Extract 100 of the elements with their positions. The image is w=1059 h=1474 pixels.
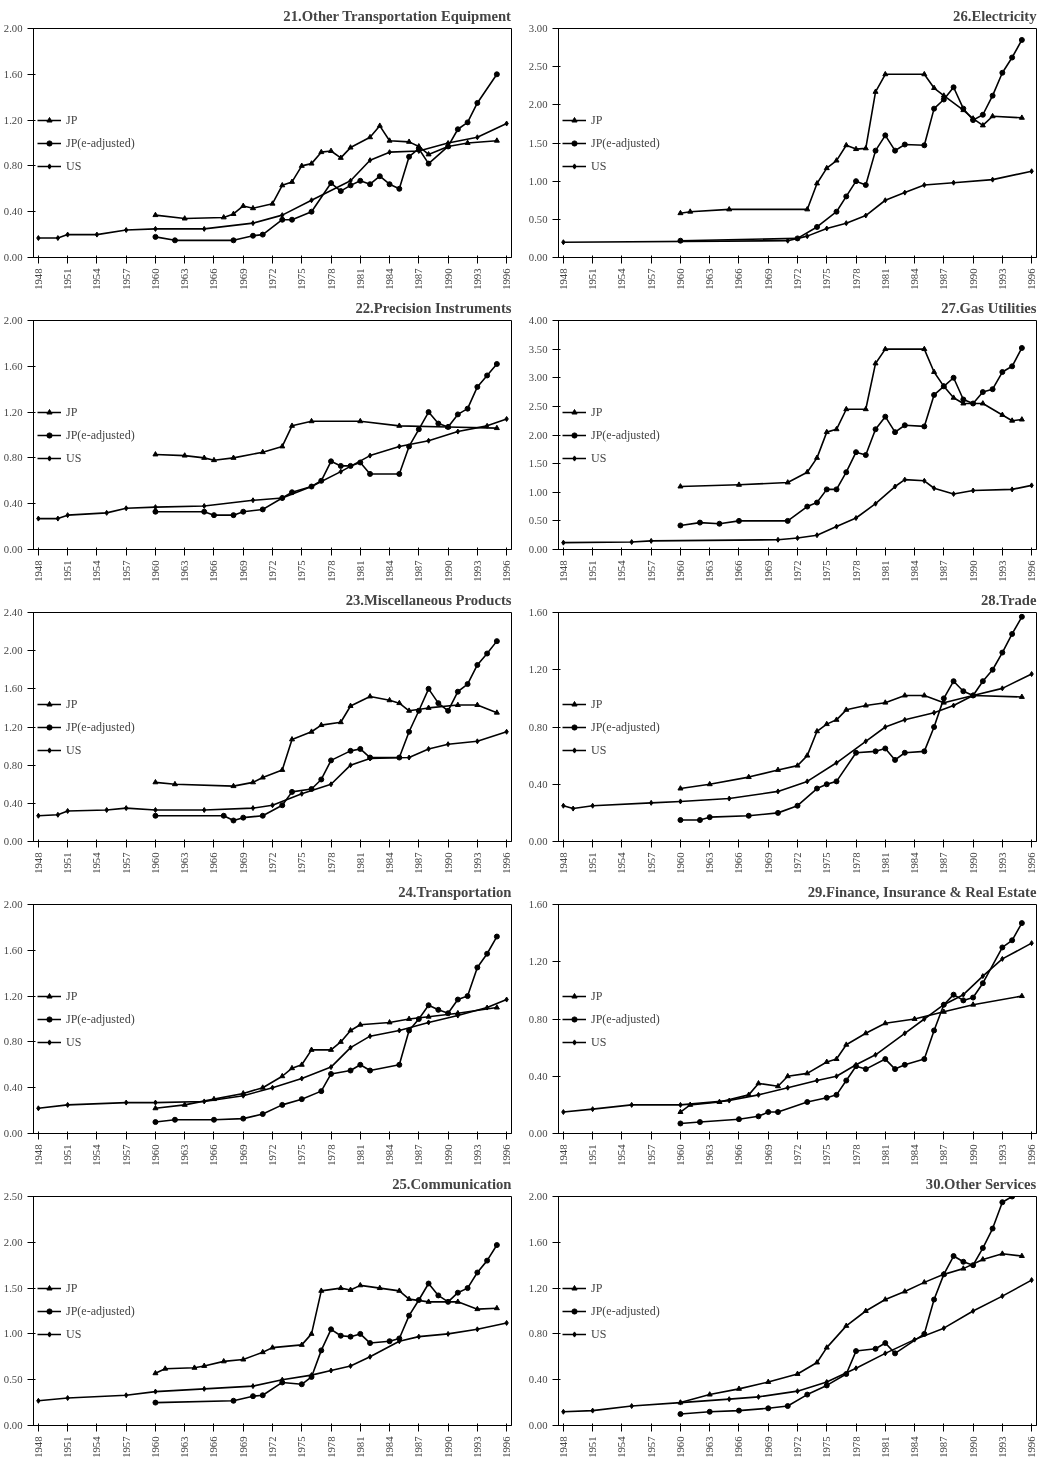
legend-label: US xyxy=(66,158,83,173)
y-tick-label: 1.20 xyxy=(528,664,548,676)
x-tick-label: 1987 xyxy=(413,1435,425,1458)
legend-label: JP(e-adjusted) xyxy=(591,1011,660,1026)
y-tick-label: 1.60 xyxy=(3,68,23,80)
x-tick-label: 1954 xyxy=(91,267,103,290)
chart-title: 27.Gas Utilities xyxy=(941,299,1037,316)
x-tick-label: 1960 xyxy=(674,852,686,874)
x-tick-label: 1996 xyxy=(1026,851,1038,874)
x-tick-label: 1978 xyxy=(850,1436,862,1458)
y-tick-label: 4.00 xyxy=(528,315,548,326)
x-tick-label: 1951 xyxy=(587,1436,599,1458)
legend-label: JP(e-adjusted) xyxy=(66,427,135,442)
x-tick-label: 1993 xyxy=(471,852,483,874)
x-tick-label: 1993 xyxy=(996,1436,1008,1458)
legend-label: JP(e-adjusted) xyxy=(66,135,135,150)
x-tick-label: 1996 xyxy=(1026,559,1038,582)
x-tick-label: 1990 xyxy=(967,1436,979,1458)
x-tick-label: 1981 xyxy=(354,268,366,290)
legend-label: JP xyxy=(591,112,604,127)
y-tick-label: 0.00 xyxy=(528,1420,548,1431)
chart-title: 29.Finance, Insurance & Real Estate xyxy=(807,883,1037,900)
x-tick-label: 1975 xyxy=(296,852,308,874)
x-tick-label: 1954 xyxy=(616,559,628,582)
x-tick-label: 1960 xyxy=(674,560,686,582)
y-tick-label: 2.50 xyxy=(3,1191,23,1202)
x-tick-label: 1951 xyxy=(587,1144,599,1166)
x-tick-label: 1987 xyxy=(938,1435,950,1458)
x-tick-label: 1984 xyxy=(384,1435,396,1458)
x-tick-label: 1966 xyxy=(208,851,220,874)
x-tick-label: 1957 xyxy=(645,559,657,582)
x-tick-label: 1969 xyxy=(237,268,249,290)
x-tick-label: 1963 xyxy=(179,268,191,290)
x-tick-label: 1993 xyxy=(996,560,1008,582)
x-tick-label: 1981 xyxy=(354,1144,366,1166)
x-tick-label: 1954 xyxy=(616,267,628,290)
x-tick-label: 1948 xyxy=(32,852,44,874)
x-tick-label: 1984 xyxy=(384,851,396,874)
x-tick-label: 1993 xyxy=(471,268,483,290)
legend-label: US xyxy=(66,1034,83,1049)
y-tick-label: 1.60 xyxy=(3,944,23,956)
x-tick-label: 1963 xyxy=(179,852,191,874)
x-tick-label: 1960 xyxy=(149,852,161,874)
chart-title: 28.Trade xyxy=(981,591,1037,608)
y-tick-label: 1.60 xyxy=(528,607,548,618)
chart-title: 22.Precision Instruments xyxy=(355,299,512,316)
x-tick-label: 1975 xyxy=(821,560,833,582)
y-tick-label: 3.00 xyxy=(528,372,548,384)
x-tick-label: 1954 xyxy=(91,1435,103,1458)
x-tick-label: 1966 xyxy=(208,1435,220,1458)
x-tick-label: 1981 xyxy=(354,852,366,874)
legend-label: JP xyxy=(591,696,604,711)
chart-title: 23.Miscellaneous Products xyxy=(345,591,512,608)
x-tick-label: 1984 xyxy=(909,267,921,290)
legend-label: JP xyxy=(591,404,604,419)
x-tick-label: 1981 xyxy=(354,560,366,582)
y-tick-label: 0.40 xyxy=(3,498,23,510)
y-tick-label: 1.60 xyxy=(3,360,23,372)
x-tick-label: 1972 xyxy=(267,560,278,582)
y-tick-label: 0.00 xyxy=(528,1128,548,1139)
y-tick-label: 3.00 xyxy=(528,23,548,34)
x-tick-label: 1978 xyxy=(850,1144,862,1166)
x-tick-label: 1963 xyxy=(704,1436,716,1458)
x-tick-label: 1984 xyxy=(384,267,396,290)
y-tick-label: 1.20 xyxy=(3,406,23,418)
x-tick-label: 1981 xyxy=(354,1436,366,1458)
x-tick-label: 1990 xyxy=(967,560,979,582)
x-tick-label: 1972 xyxy=(267,1436,278,1458)
x-tick-label: 1984 xyxy=(384,559,396,582)
x-tick-label: 1990 xyxy=(442,560,454,582)
x-tick-label: 1969 xyxy=(237,560,249,582)
x-tick-label: 1990 xyxy=(967,852,979,874)
y-tick-label: 1.20 xyxy=(3,114,23,126)
x-tick-label: 1993 xyxy=(996,1144,1008,1166)
x-tick-label: 1996 xyxy=(501,851,513,874)
x-tick-label: 1984 xyxy=(384,1143,396,1166)
x-tick-label: 1963 xyxy=(179,1436,191,1458)
x-tick-label: 1987 xyxy=(413,1143,425,1166)
y-tick-label: 0.00 xyxy=(3,252,23,263)
legend-label: JP xyxy=(66,112,79,127)
y-tick-label: 2.50 xyxy=(528,400,548,412)
legend-label: JP(e-adjusted) xyxy=(66,1011,135,1026)
y-tick-label: 1.50 xyxy=(528,458,548,470)
y-tick-label: 1.20 xyxy=(3,990,23,1002)
y-tick-label: 2.00 xyxy=(3,23,23,34)
y-tick-label: 0.40 xyxy=(3,797,23,809)
x-tick-label: 1957 xyxy=(645,851,657,874)
y-tick-label: 0.80 xyxy=(3,1036,23,1048)
x-tick-label: 1960 xyxy=(149,1436,161,1458)
y-tick-label: 1.20 xyxy=(528,1282,548,1294)
x-tick-label: 1978 xyxy=(325,560,337,582)
x-tick-label: 1990 xyxy=(442,1436,454,1458)
y-tick-label: 2.00 xyxy=(3,1236,23,1248)
x-tick-label: 1981 xyxy=(879,1144,891,1166)
x-tick-label: 1960 xyxy=(149,1144,161,1166)
y-tick-label: 0.00 xyxy=(3,1128,23,1139)
y-tick-label: 2.00 xyxy=(3,899,23,910)
x-tick-label: 1975 xyxy=(296,1436,308,1458)
y-tick-label: 1.00 xyxy=(528,486,548,498)
x-tick-label: 1987 xyxy=(938,559,950,582)
